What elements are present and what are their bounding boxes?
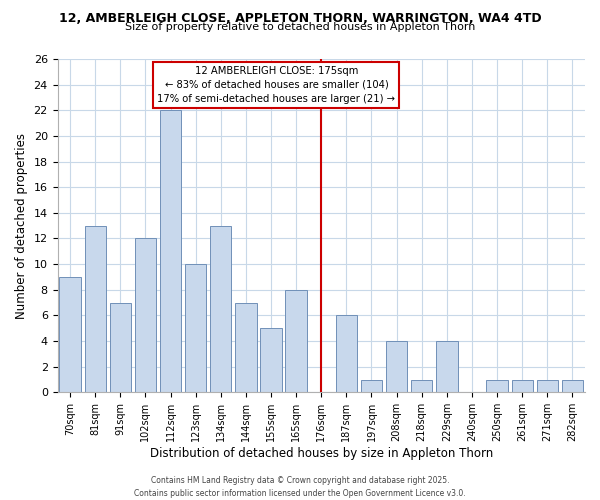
Text: 12 AMBERLEIGH CLOSE: 175sqm
← 83% of detached houses are smaller (104)
17% of se: 12 AMBERLEIGH CLOSE: 175sqm ← 83% of det… — [157, 66, 395, 104]
Bar — [110, 302, 131, 392]
Bar — [235, 302, 257, 392]
Bar — [135, 238, 156, 392]
Bar — [536, 380, 558, 392]
Bar — [487, 380, 508, 392]
Text: Contains HM Land Registry data © Crown copyright and database right 2025.
Contai: Contains HM Land Registry data © Crown c… — [134, 476, 466, 498]
Bar — [85, 226, 106, 392]
Bar — [286, 290, 307, 392]
Bar — [59, 277, 81, 392]
Text: Size of property relative to detached houses in Appleton Thorn: Size of property relative to detached ho… — [125, 22, 475, 32]
Bar — [436, 341, 458, 392]
Bar — [361, 380, 382, 392]
Text: 12, AMBERLEIGH CLOSE, APPLETON THORN, WARRINGTON, WA4 4TD: 12, AMBERLEIGH CLOSE, APPLETON THORN, WA… — [59, 12, 541, 26]
Bar — [185, 264, 206, 392]
Bar — [562, 380, 583, 392]
Bar — [336, 316, 357, 392]
Bar — [210, 226, 232, 392]
Bar — [512, 380, 533, 392]
Bar — [386, 341, 407, 392]
Y-axis label: Number of detached properties: Number of detached properties — [15, 132, 28, 318]
Bar — [160, 110, 181, 392]
Bar — [411, 380, 433, 392]
Bar — [260, 328, 282, 392]
X-axis label: Distribution of detached houses by size in Appleton Thorn: Distribution of detached houses by size … — [149, 447, 493, 460]
